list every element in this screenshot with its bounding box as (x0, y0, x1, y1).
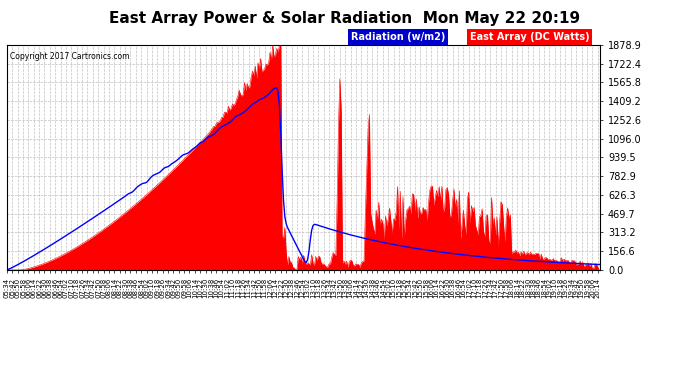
Text: Copyright 2017 Cartronics.com: Copyright 2017 Cartronics.com (10, 52, 129, 61)
Text: East Array (DC Watts): East Array (DC Watts) (470, 32, 589, 42)
Text: Radiation (w/m2): Radiation (w/m2) (351, 32, 446, 42)
Text: East Array Power & Solar Radiation  Mon May 22 20:19: East Array Power & Solar Radiation Mon M… (110, 11, 580, 26)
